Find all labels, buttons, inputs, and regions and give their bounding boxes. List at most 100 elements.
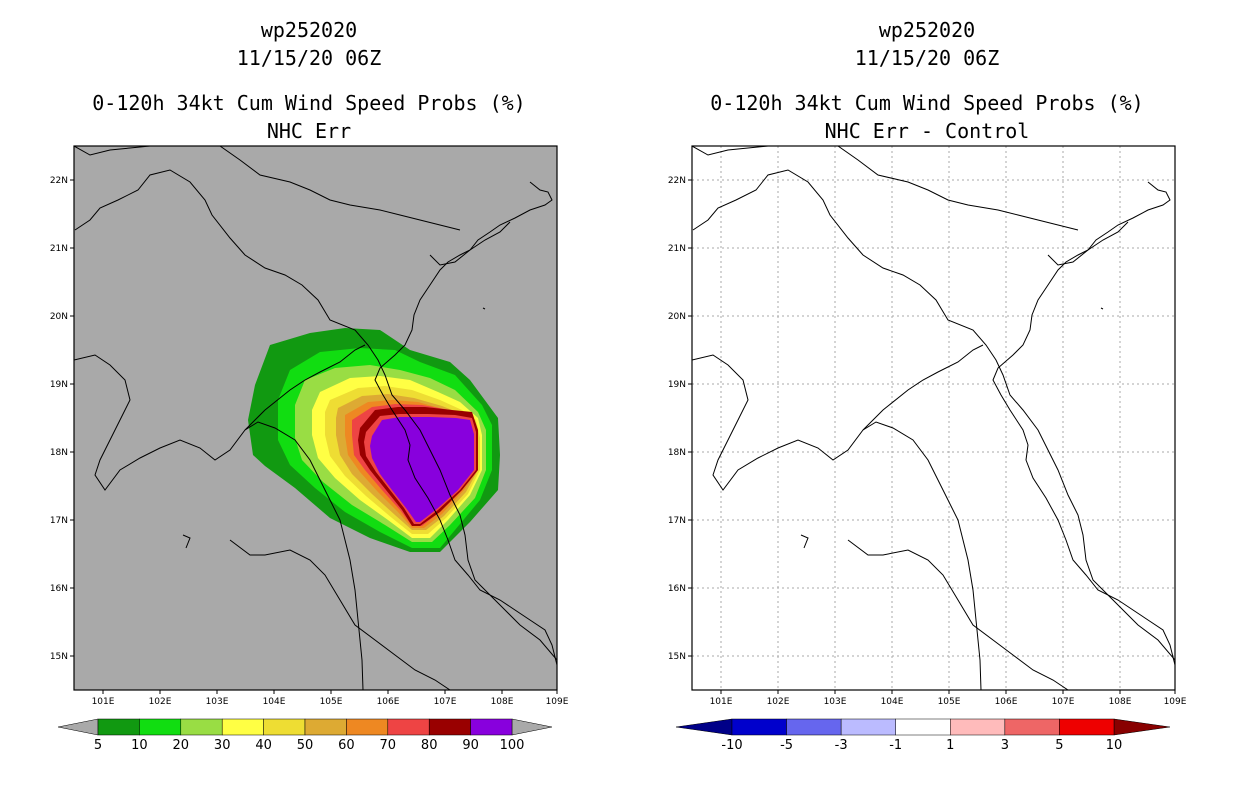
colorbar-swatch bbox=[263, 718, 306, 736]
colorbar-label: 3 bbox=[1001, 738, 1009, 753]
coastline-gulf-of-tonkin bbox=[992, 181, 1175, 666]
lon-label: 103E bbox=[206, 697, 229, 707]
lon-label: 103E bbox=[824, 697, 847, 707]
storm-id: wp252020 bbox=[878, 18, 976, 42]
colorbar-swatch bbox=[1004, 718, 1060, 736]
lon-label: 102E bbox=[767, 697, 790, 707]
lat-axis: 22N 21N 20N 19N 18N 17N 16N 15N bbox=[50, 176, 74, 662]
grid-lines bbox=[692, 146, 1175, 690]
border-cambodia bbox=[847, 539, 1069, 690]
colorbar-swatch bbox=[180, 718, 223, 736]
colorbar-swatch bbox=[950, 718, 1006, 736]
lon-axis: 101E 102E 103E 104E 105E 106E 107E 108E … bbox=[92, 690, 569, 707]
lon-label: 101E bbox=[710, 697, 733, 707]
colorbar-swatch bbox=[731, 718, 787, 736]
colorbar-label: 100 bbox=[500, 738, 525, 753]
colorbar-extend-low bbox=[57, 718, 99, 736]
colorbar-label: 40 bbox=[255, 738, 272, 753]
lon-label: 106E bbox=[995, 697, 1018, 707]
colorbar-label: -3 bbox=[835, 738, 848, 753]
colorbar-swatch bbox=[840, 718, 896, 736]
product-title: 0-120h 34kt Cum Wind Speed Probs (%) bbox=[92, 91, 526, 115]
lat-label: 18N bbox=[50, 448, 68, 458]
datetime: 11/15/20 06Z bbox=[236, 46, 382, 70]
lon-label: 105E bbox=[938, 697, 961, 707]
lat-label: 21N bbox=[668, 244, 686, 254]
colorbar-label: -1 bbox=[889, 738, 902, 753]
colorbar-probability: 5 10 20 30 40 50 60 70 80 90 100 bbox=[57, 718, 553, 753]
lat-label: 20N bbox=[668, 312, 686, 322]
lat-label: 17N bbox=[668, 516, 686, 526]
border-cambodia bbox=[229, 539, 451, 690]
colorbar-extend-high bbox=[1113, 718, 1171, 736]
lon-label: 104E bbox=[263, 697, 286, 707]
lat-label: 22N bbox=[50, 176, 68, 186]
lat-label: 15N bbox=[50, 652, 68, 662]
map-frame bbox=[73, 145, 558, 691]
colorbar-swatch bbox=[97, 718, 140, 736]
colorbar-swatch bbox=[470, 718, 513, 736]
border-laos-vietnam bbox=[74, 169, 557, 661]
lon-label: 107E bbox=[1052, 697, 1075, 707]
colorbar-label: 10 bbox=[1106, 738, 1123, 753]
lat-label: 16N bbox=[668, 584, 686, 594]
lon-label: 105E bbox=[320, 697, 343, 707]
lon-label: 107E bbox=[434, 697, 457, 707]
border-mekong bbox=[244, 344, 366, 431]
colorbar-swatch bbox=[346, 718, 389, 736]
datetime: 11/15/20 06Z bbox=[854, 46, 1000, 70]
lon-label: 101E bbox=[92, 697, 115, 707]
lon-label: 109E bbox=[1164, 697, 1187, 707]
colorbar-extend-low bbox=[675, 718, 733, 736]
colorbar-swatch bbox=[1059, 718, 1115, 736]
map-right: 22N 21N 20N 19N 18N 17N 16N 15N 101E 102… bbox=[668, 145, 1187, 753]
product-title: 0-120h 34kt Cum Wind Speed Probs (%) bbox=[710, 91, 1144, 115]
colorbar-label: -10 bbox=[721, 738, 742, 753]
lat-label: 19N bbox=[50, 380, 68, 390]
colorbar-label: 1 bbox=[946, 738, 954, 753]
coastlines-borders bbox=[74, 146, 557, 690]
map-background bbox=[692, 146, 1175, 690]
border-laos-vietnam bbox=[692, 169, 1175, 661]
colorbar-difference: -10 -5 -3 -1 1 3 5 10 bbox=[675, 718, 1171, 753]
colorbar-label: 50 bbox=[297, 738, 314, 753]
colorbar-label: 60 bbox=[338, 738, 355, 753]
border-china-north bbox=[692, 146, 1079, 231]
border-misc-2 bbox=[800, 534, 809, 549]
colorbar-label: -5 bbox=[780, 738, 793, 753]
lat-label: 20N bbox=[50, 312, 68, 322]
colorbar-label: 30 bbox=[214, 738, 231, 753]
colorbar-swatch bbox=[895, 718, 951, 736]
border-thailand-laos bbox=[692, 354, 982, 690]
lon-label: 104E bbox=[881, 697, 904, 707]
colorbar-label: 5 bbox=[1055, 738, 1063, 753]
coastline-gulf-of-tonkin bbox=[374, 181, 557, 666]
variant-title: NHC Err bbox=[266, 119, 352, 143]
border-china-north bbox=[74, 146, 461, 231]
lat-label: 18N bbox=[668, 448, 686, 458]
border-misc-1 bbox=[429, 221, 511, 266]
colorbar-swatch bbox=[387, 718, 430, 736]
panel-nhc-err: wp252020 11/15/20 06Z 0-120h 34kt Cum Wi… bbox=[50, 18, 569, 753]
lat-label: 17N bbox=[50, 516, 68, 526]
colorbar-label: 10 bbox=[131, 738, 148, 753]
colorbar-label: 20 bbox=[173, 738, 190, 753]
lat-axis: 22N 21N 20N 19N 18N 17N 16N 15N bbox=[668, 176, 692, 662]
colorbar-swatch bbox=[304, 718, 347, 736]
colorbar-label: 70 bbox=[380, 738, 397, 753]
lat-label: 16N bbox=[50, 584, 68, 594]
colorbar-label: 5 bbox=[94, 738, 102, 753]
colorbar-swatch bbox=[428, 718, 471, 736]
lon-label: 108E bbox=[1109, 697, 1132, 707]
lat-label: 15N bbox=[668, 652, 686, 662]
border-mekong bbox=[862, 344, 984, 431]
lon-axis: 101E 102E 103E 104E 105E 106E 107E 108E … bbox=[710, 690, 1187, 707]
lon-label: 109E bbox=[546, 697, 569, 707]
lon-label: 102E bbox=[149, 697, 172, 707]
panel-nhc-err-minus-control: wp252020 11/15/20 06Z 0-120h 34kt Cum Wi… bbox=[618, 0, 1236, 800]
lat-label: 22N bbox=[668, 176, 686, 186]
lon-label: 106E bbox=[377, 697, 400, 707]
colorbar-extend-high bbox=[511, 718, 553, 736]
coastlines-borders bbox=[692, 146, 1175, 690]
border-misc-1 bbox=[1047, 221, 1129, 266]
